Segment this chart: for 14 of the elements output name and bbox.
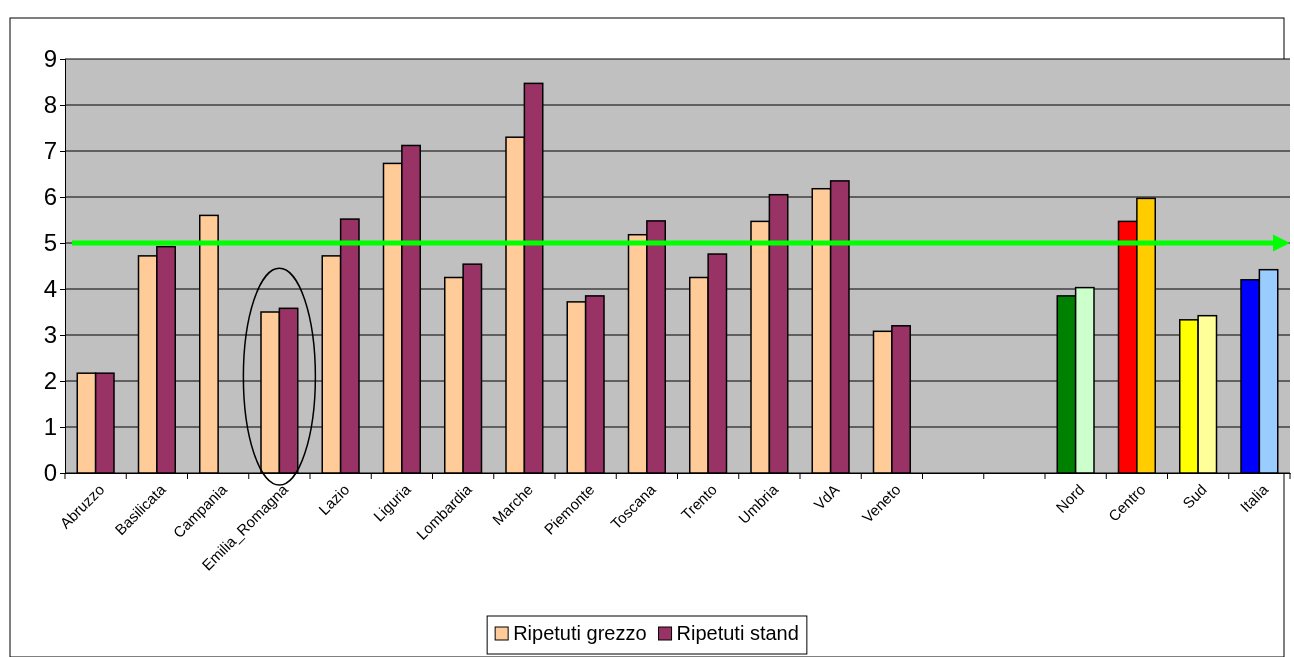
y-tick-label: 3	[43, 321, 57, 349]
y-tick-label: 2	[43, 367, 57, 395]
y-tick-label: 6	[43, 183, 57, 211]
y-tick-label: 0	[43, 459, 57, 487]
y-tick-label: 8	[43, 91, 57, 119]
y-tick-label: 5	[43, 229, 57, 257]
y-tick-label: 1	[43, 413, 57, 441]
y-tick-label: 4	[43, 275, 57, 303]
y-tick-label: 9	[43, 45, 57, 73]
x-tick-label: Sud	[1179, 480, 1210, 512]
y-tick-label: 7	[43, 137, 57, 165]
x-tick-label: VdA	[810, 480, 843, 513]
legend-label: Ripetuti stand	[676, 622, 799, 644]
legend-label: Ripetuti grezzo	[513, 622, 647, 644]
